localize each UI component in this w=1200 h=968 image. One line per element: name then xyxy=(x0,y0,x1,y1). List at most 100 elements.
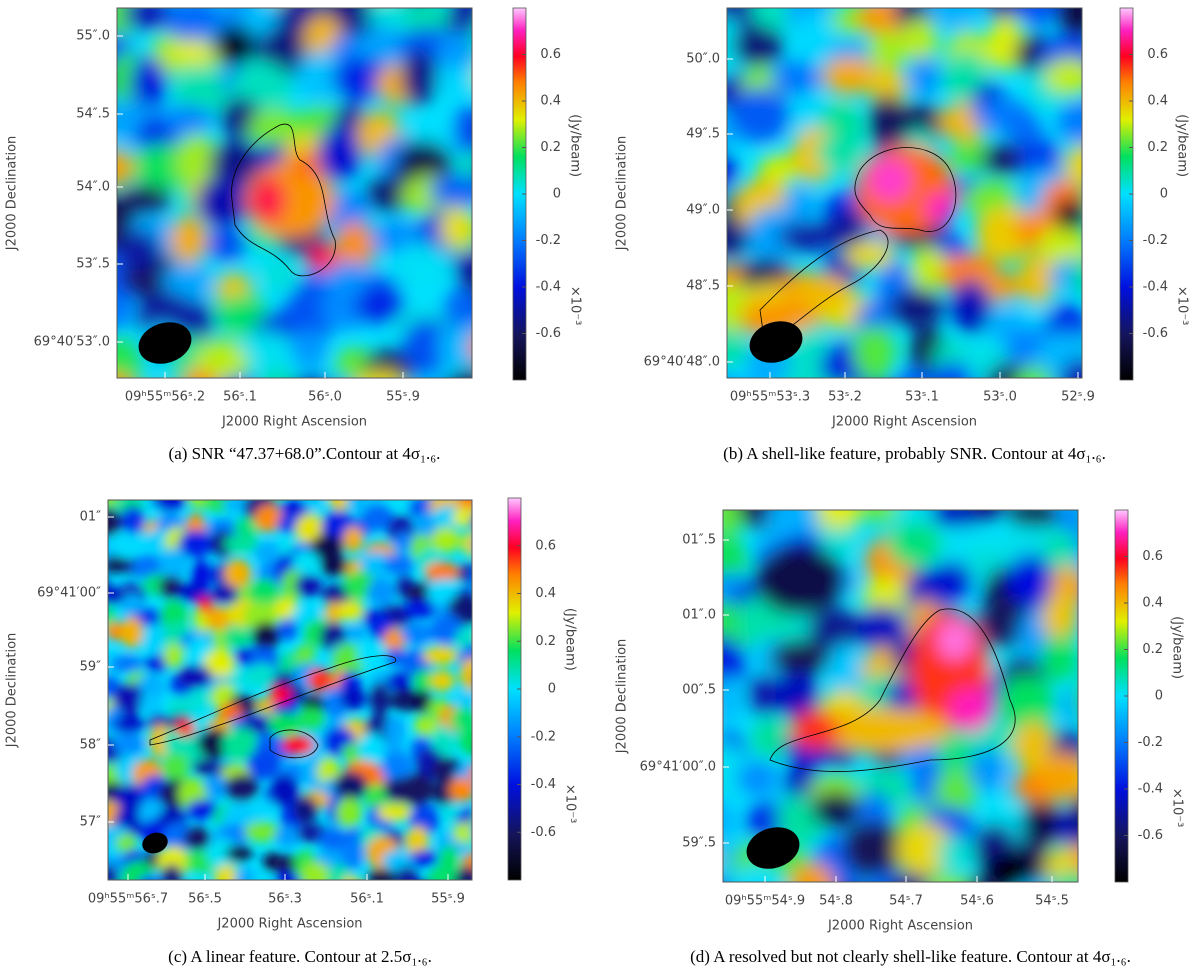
noise-blob xyxy=(476,872,511,891)
noise-blob xyxy=(963,721,1025,756)
colorbar-tick-label: 0.2 xyxy=(1142,642,1163,657)
image-noise xyxy=(75,470,511,891)
noise-blob xyxy=(343,526,364,553)
feature-blob xyxy=(291,151,319,179)
noise-blob xyxy=(733,864,784,882)
dec-tick-label: 59″ xyxy=(80,660,102,675)
noise-blob xyxy=(1105,382,1140,427)
noise-blob xyxy=(139,693,163,715)
ra-tick-label: 52ˢ.9 xyxy=(1061,390,1095,405)
noise-blob xyxy=(889,288,944,328)
feature-blob xyxy=(790,274,850,306)
dec-tick-label: 49″.5 xyxy=(686,127,720,142)
dec-tick-label: 53″.5 xyxy=(76,257,110,272)
noise-blob xyxy=(113,682,145,717)
noise-blob xyxy=(117,287,118,294)
noise-blob xyxy=(173,64,230,114)
noise-blob xyxy=(736,761,779,796)
colorbar-tick-label: 0.6 xyxy=(1142,549,1163,564)
noise-blob xyxy=(461,531,472,557)
image-frame xyxy=(722,509,1079,883)
noise-blob xyxy=(968,749,1008,792)
noise-blob xyxy=(769,639,833,676)
noise-blob xyxy=(747,459,783,509)
noise-blob xyxy=(53,140,91,169)
noise-blob xyxy=(401,49,438,106)
noise-blob xyxy=(1043,57,1082,96)
noise-blob xyxy=(447,0,483,1)
noise-blob xyxy=(413,715,440,736)
noise-blob xyxy=(185,690,215,709)
noise-blob xyxy=(1055,869,1078,882)
noise-blob xyxy=(811,791,861,828)
noise-blob xyxy=(674,309,723,347)
noise-blob xyxy=(901,18,939,64)
contour xyxy=(149,655,397,759)
noise-blob xyxy=(428,174,472,208)
noise-blob xyxy=(391,242,449,292)
noise-blob xyxy=(384,716,406,744)
noise-blob xyxy=(781,186,818,226)
noise-blob xyxy=(383,628,407,652)
noise-blob xyxy=(254,504,284,533)
noise-blob xyxy=(120,616,144,649)
noise-blob xyxy=(197,727,233,759)
noise-blob xyxy=(723,636,747,689)
noise-blob xyxy=(249,799,277,818)
noise-blob xyxy=(658,0,710,13)
noise-blob xyxy=(252,621,280,651)
noise-blob xyxy=(1018,254,1057,304)
colorbar-tick-label: -0.4 xyxy=(1143,280,1168,295)
noise-blob xyxy=(1040,465,1097,495)
noise-blob xyxy=(771,60,823,96)
noise-blob xyxy=(413,669,434,691)
noise-blob xyxy=(99,472,125,495)
noise-blob xyxy=(253,541,283,564)
contour xyxy=(759,147,957,346)
noise-blob xyxy=(396,866,418,880)
noise-blob xyxy=(244,821,281,842)
colorbar-tick-label: -0.4 xyxy=(531,777,556,792)
noise-blob xyxy=(664,406,710,450)
noise-blob xyxy=(478,689,507,720)
ra-tick-label: 56ˢ.1 xyxy=(223,390,257,405)
image xyxy=(53,0,483,456)
noise-blob xyxy=(142,470,173,498)
noise-blob xyxy=(225,844,253,862)
noise-blob xyxy=(475,734,511,767)
colorbar-tick-label: 0 xyxy=(553,187,561,202)
noise-blob xyxy=(354,288,405,324)
noise-blob xyxy=(194,339,251,378)
dec-tick-label: 48″.5 xyxy=(686,279,720,294)
noise-blob xyxy=(75,620,104,654)
noise-blob xyxy=(454,473,476,495)
feature-blob xyxy=(218,704,242,720)
noise-blob xyxy=(221,824,252,844)
noise-blob xyxy=(969,510,1004,522)
noise-blob xyxy=(392,0,440,2)
noise-blob xyxy=(253,874,273,880)
colorbar-tick-label: 0.4 xyxy=(540,94,561,109)
feature-blob xyxy=(845,241,895,269)
noise-blob xyxy=(925,8,984,29)
dec-tick-label: 54″.5 xyxy=(76,107,110,122)
noise-blob xyxy=(1080,397,1128,448)
noise-blob xyxy=(138,874,161,880)
noise-blob xyxy=(338,600,364,621)
noise-blob xyxy=(340,842,364,870)
noise-blob xyxy=(727,219,753,257)
noise-blob xyxy=(163,752,189,785)
noise-blob xyxy=(355,26,410,68)
noise-blob xyxy=(366,868,399,880)
noise-blob xyxy=(359,551,394,580)
colorbar-label: (Jy/beam) xyxy=(1175,114,1190,177)
noise-blob xyxy=(109,655,144,673)
ra-tick-label: 54ˢ.8 xyxy=(819,894,853,909)
noise-blob xyxy=(122,184,171,215)
noise-blob xyxy=(469,339,472,357)
dec-tick-label: 59″.5 xyxy=(682,836,716,851)
noise-blob xyxy=(320,556,350,577)
noise-blob xyxy=(221,727,259,761)
noise-blob xyxy=(56,418,117,456)
noise-blob xyxy=(452,105,472,156)
